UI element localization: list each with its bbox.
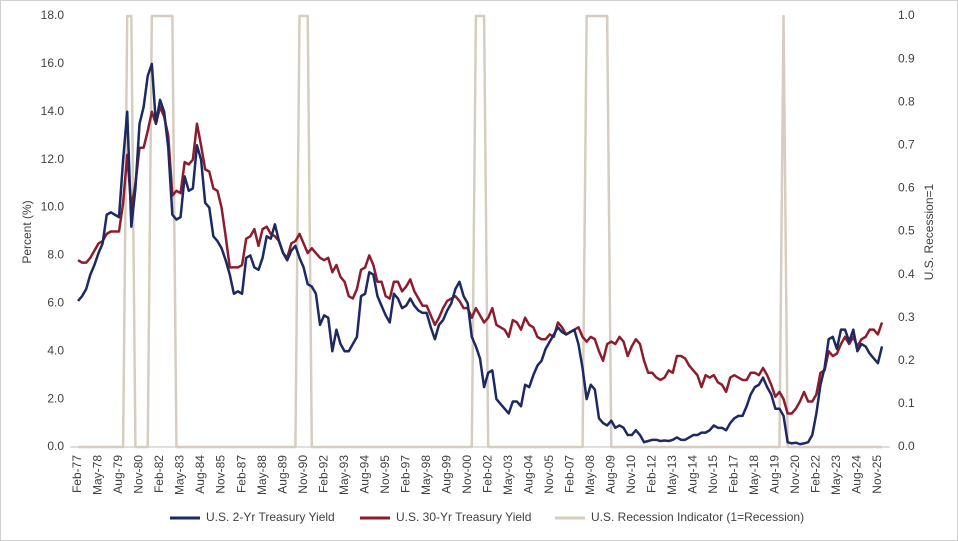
x-tick-label: Aug-79 [111,455,125,494]
y2-tick-label: 0.7 [898,137,915,151]
x-tick-label: May-13 [665,455,679,495]
x-tick-label: May-03 [501,455,515,495]
x-tick-label: Feb-22 [809,455,823,493]
x-tick-label: Aug-89 [275,455,289,494]
x-tick-label: Feb-12 [644,455,658,493]
x-tick-label: Nov-80 [132,455,146,494]
x-tick-label: Nov-00 [460,455,474,494]
x-tick-label: May-78 [91,455,105,495]
y2-tick-label: 0.5 [898,224,915,238]
x-tick-label: Nov-95 [378,455,392,494]
y2-tick-label: 0.8 [898,94,915,108]
y-tick-label: 12.0 [41,152,65,166]
y-tick-label: 8.0 [47,248,64,262]
x-tick-label: May-98 [419,455,433,495]
x-tick-label: May-18 [747,455,761,495]
y-tick-label: 18.0 [41,8,65,22]
x-tick-label: May-83 [173,455,187,495]
series-line [77,62,884,446]
y2-tick-label: 0.6 [898,181,915,195]
y2-tick-label: 0.3 [898,310,915,324]
x-tick-label: Aug-19 [768,455,782,494]
x-tick-label: Feb-77 [70,455,84,493]
legend-label: U.S. 30-Yr Treasury Yield [396,510,531,524]
y2-tick-label: 0.1 [898,396,915,410]
x-tick-label: May-23 [829,455,843,495]
y-axis-title: Percent (%) [20,200,34,263]
x-tick-label: Aug-09 [603,455,617,494]
x-tick-label: Nov-90 [296,455,310,494]
x-tick-label: Aug-04 [521,455,535,494]
x-tick-label: Aug-99 [439,455,453,494]
x-tick-label: Nov-10 [624,455,638,494]
y-tick-label: 6.0 [47,296,64,310]
x-tick-label: May-08 [583,455,597,495]
x-tick-label: Aug-84 [193,455,207,494]
y2-tick-label: 1.0 [898,8,915,22]
x-tick-label: Nov-85 [214,455,228,494]
y2-tick-label: 0.9 [898,51,915,65]
x-tick-label: Feb-17 [726,455,740,493]
y2-tick-label: 0.4 [898,267,915,281]
x-tick-label: May-88 [255,455,269,495]
x-tick-label: May-93 [337,455,351,495]
y2-tick-label: 0.2 [898,353,915,367]
y-tick-label: 14.0 [41,104,65,118]
x-tick-label: Nov-05 [542,455,556,494]
y-tick-label: 2.0 [47,391,64,405]
legend-label: U.S. 2-Yr Treasury Yield [206,510,335,524]
x-tick-label: Nov-20 [788,455,802,494]
x-tick-label: Feb-97 [398,455,412,493]
y-tick-label: 10.0 [41,200,65,214]
x-tick-label: Aug-14 [685,455,699,494]
legend-label: U.S. Recession Indicator (1=Recession) [591,510,804,524]
x-tick-label: Nov-15 [706,455,720,494]
x-tick-label: Feb-82 [152,455,166,493]
x-tick-label: Feb-02 [480,455,494,493]
x-tick-label: Feb-92 [316,455,330,493]
x-tick-label: Aug-24 [850,455,864,494]
y-tick-label: 0.0 [47,439,64,453]
y2-axis-title: U.S. Recession=1 [922,183,936,280]
y-tick-label: 4.0 [47,343,64,357]
x-tick-label: Aug-94 [357,455,371,494]
x-tick-label: Nov-25 [870,455,884,494]
y-tick-label: 16.0 [41,56,65,70]
y2-tick-label: 0.0 [898,439,915,453]
series-line [77,105,884,415]
x-tick-label: Feb-07 [562,455,576,493]
series-line [78,14,882,449]
x-tick-label: Feb-87 [234,455,248,493]
